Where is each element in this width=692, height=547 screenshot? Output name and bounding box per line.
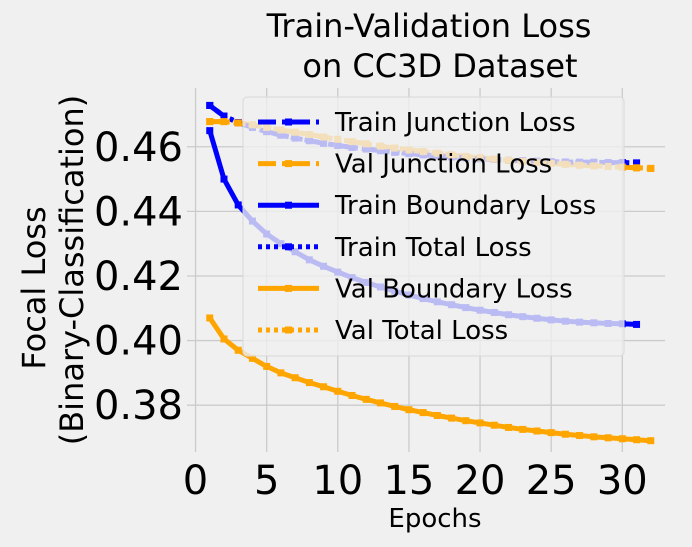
data-point: [647, 164, 655, 172]
axis-ticks: 0 5 10 15 20 25 30 0.38 0.40 0.42 0.44 0.46: [94, 125, 648, 504]
legend-marker: [285, 284, 292, 292]
data-point: [234, 201, 242, 209]
data-point: [433, 412, 441, 420]
x-tick-label: 5: [254, 458, 279, 504]
data-point: [391, 402, 399, 410]
x-tick-label: 20: [455, 458, 506, 504]
data-point: [206, 127, 214, 135]
legend-label: Train Boundary Loss: [334, 191, 596, 221]
data-point: [234, 119, 242, 127]
x-tick-label: 30: [597, 458, 648, 504]
series-val-boundary-loss: [206, 314, 655, 445]
legend-marker: [285, 118, 292, 126]
data-point: [362, 395, 370, 403]
data-point: [618, 435, 626, 443]
data-point: [348, 391, 356, 399]
data-point: [206, 101, 214, 109]
data-point: [291, 374, 299, 382]
data-point: [220, 112, 228, 120]
legend-label: Train Junction Loss: [334, 108, 576, 138]
data-point: [419, 409, 427, 417]
x-tick-label: 25: [526, 458, 577, 504]
legend-item-val-total-loss: Val Total Loss: [258, 316, 508, 346]
data-point: [633, 436, 641, 444]
data-point: [576, 432, 584, 440]
legend-item-val-boundary-loss: Val Boundary Loss: [258, 274, 573, 304]
y-axis-label-line-2: (Binary-Classification): [53, 95, 91, 446]
data-point: [376, 399, 384, 407]
data-point: [647, 437, 655, 445]
data-point: [234, 346, 242, 354]
data-point: [533, 427, 541, 435]
y-axis-label-line-1: Focal Loss: [15, 206, 53, 369]
data-point: [561, 430, 569, 438]
data-point: [519, 425, 527, 433]
y-tick-label: 0.44: [94, 189, 183, 235]
y-tick-label: 0.38: [94, 383, 183, 429]
data-point: [505, 423, 513, 431]
legend-label: Train Total Loss: [334, 233, 532, 263]
data-point: [248, 354, 256, 362]
legend-item-train-boundary-loss: Train Boundary Loss: [258, 191, 596, 221]
x-tick-label: 15: [383, 458, 434, 504]
data-point: [633, 164, 641, 172]
y-tick-label: 0.46: [94, 125, 183, 171]
data-point: [448, 414, 456, 422]
legend-frame: [242, 96, 625, 357]
x-axis-label: Epochs: [388, 504, 481, 534]
data-point: [633, 159, 641, 167]
legend: Train Junction Loss Val Junction Loss Trai…: [242, 96, 625, 357]
legend-marker: [285, 201, 292, 209]
data-point: [305, 379, 313, 387]
legend-marker: [285, 326, 292, 334]
data-point: [220, 118, 228, 126]
chart-title-line-2: on CC3D Dataset: [302, 47, 577, 85]
data-point: [277, 369, 285, 377]
data-point: [462, 417, 470, 425]
legend-label: Val Boundary Loss: [335, 274, 573, 304]
legend-marker: [285, 243, 292, 251]
legend-marker: [285, 160, 292, 168]
legend-item-train-junction-loss: Train Junction Loss: [258, 108, 576, 138]
data-point: [633, 320, 641, 328]
legend-label: Val Junction Loss: [335, 150, 552, 180]
legend-label: Val Total Loss: [335, 316, 508, 346]
chart-title-line-1: Train-Validation Loss: [266, 7, 592, 45]
data-point: [220, 335, 228, 343]
data-point: [590, 433, 598, 441]
data-point: [263, 362, 271, 370]
legend-item-train-total-loss: Train Total Loss: [258, 233, 532, 263]
data-point: [220, 175, 228, 183]
data-point: [476, 419, 484, 427]
data-point: [490, 421, 498, 429]
data-point: [547, 429, 555, 437]
legend-item-val-junction-loss: Val Junction Loss: [258, 150, 552, 180]
data-point: [206, 118, 214, 126]
x-tick-label: 0: [183, 458, 208, 504]
data-point: [320, 383, 328, 391]
y-tick-label: 0.40: [94, 319, 183, 365]
data-point: [206, 314, 214, 322]
y-tick-label: 0.42: [94, 254, 183, 300]
data-point: [405, 406, 413, 414]
data-point: [604, 434, 612, 442]
x-tick-label: 10: [312, 458, 363, 504]
data-point: [334, 387, 342, 395]
